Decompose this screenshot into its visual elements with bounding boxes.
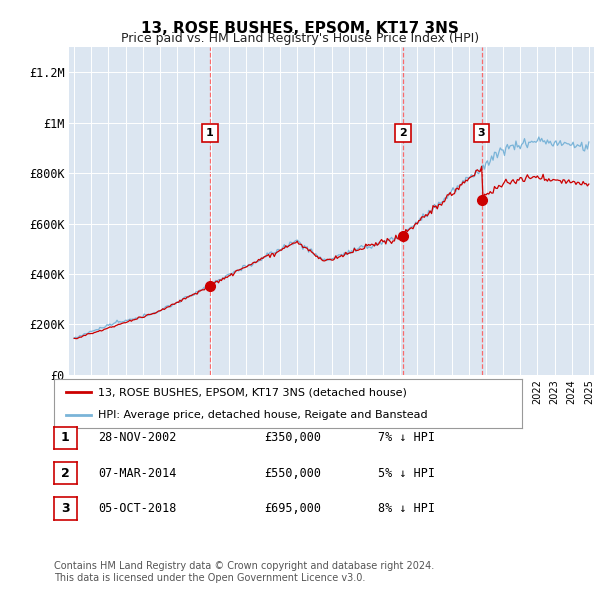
Text: 1: 1 [206, 128, 214, 138]
Text: Price paid vs. HM Land Registry's House Price Index (HPI): Price paid vs. HM Land Registry's House … [121, 32, 479, 45]
Text: £550,000: £550,000 [264, 467, 321, 480]
Text: 28-NOV-2002: 28-NOV-2002 [98, 431, 176, 444]
Text: 2: 2 [399, 128, 407, 138]
Text: Contains HM Land Registry data © Crown copyright and database right 2024.
This d: Contains HM Land Registry data © Crown c… [54, 561, 434, 583]
Text: 8% ↓ HPI: 8% ↓ HPI [378, 502, 435, 515]
Text: 5% ↓ HPI: 5% ↓ HPI [378, 467, 435, 480]
Text: £695,000: £695,000 [264, 502, 321, 515]
Text: £350,000: £350,000 [264, 431, 321, 444]
Text: 07-MAR-2014: 07-MAR-2014 [98, 467, 176, 480]
Text: 3: 3 [61, 502, 70, 515]
Text: 13, ROSE BUSHES, EPSOM, KT17 3NS: 13, ROSE BUSHES, EPSOM, KT17 3NS [141, 21, 459, 35]
Text: 1: 1 [61, 431, 70, 444]
Text: 2: 2 [61, 467, 70, 480]
Text: 3: 3 [478, 128, 485, 138]
Text: 05-OCT-2018: 05-OCT-2018 [98, 502, 176, 515]
Text: HPI: Average price, detached house, Reigate and Banstead: HPI: Average price, detached house, Reig… [98, 409, 428, 419]
Text: 13, ROSE BUSHES, EPSOM, KT17 3NS (detached house): 13, ROSE BUSHES, EPSOM, KT17 3NS (detach… [98, 388, 407, 398]
Text: 7% ↓ HPI: 7% ↓ HPI [378, 431, 435, 444]
